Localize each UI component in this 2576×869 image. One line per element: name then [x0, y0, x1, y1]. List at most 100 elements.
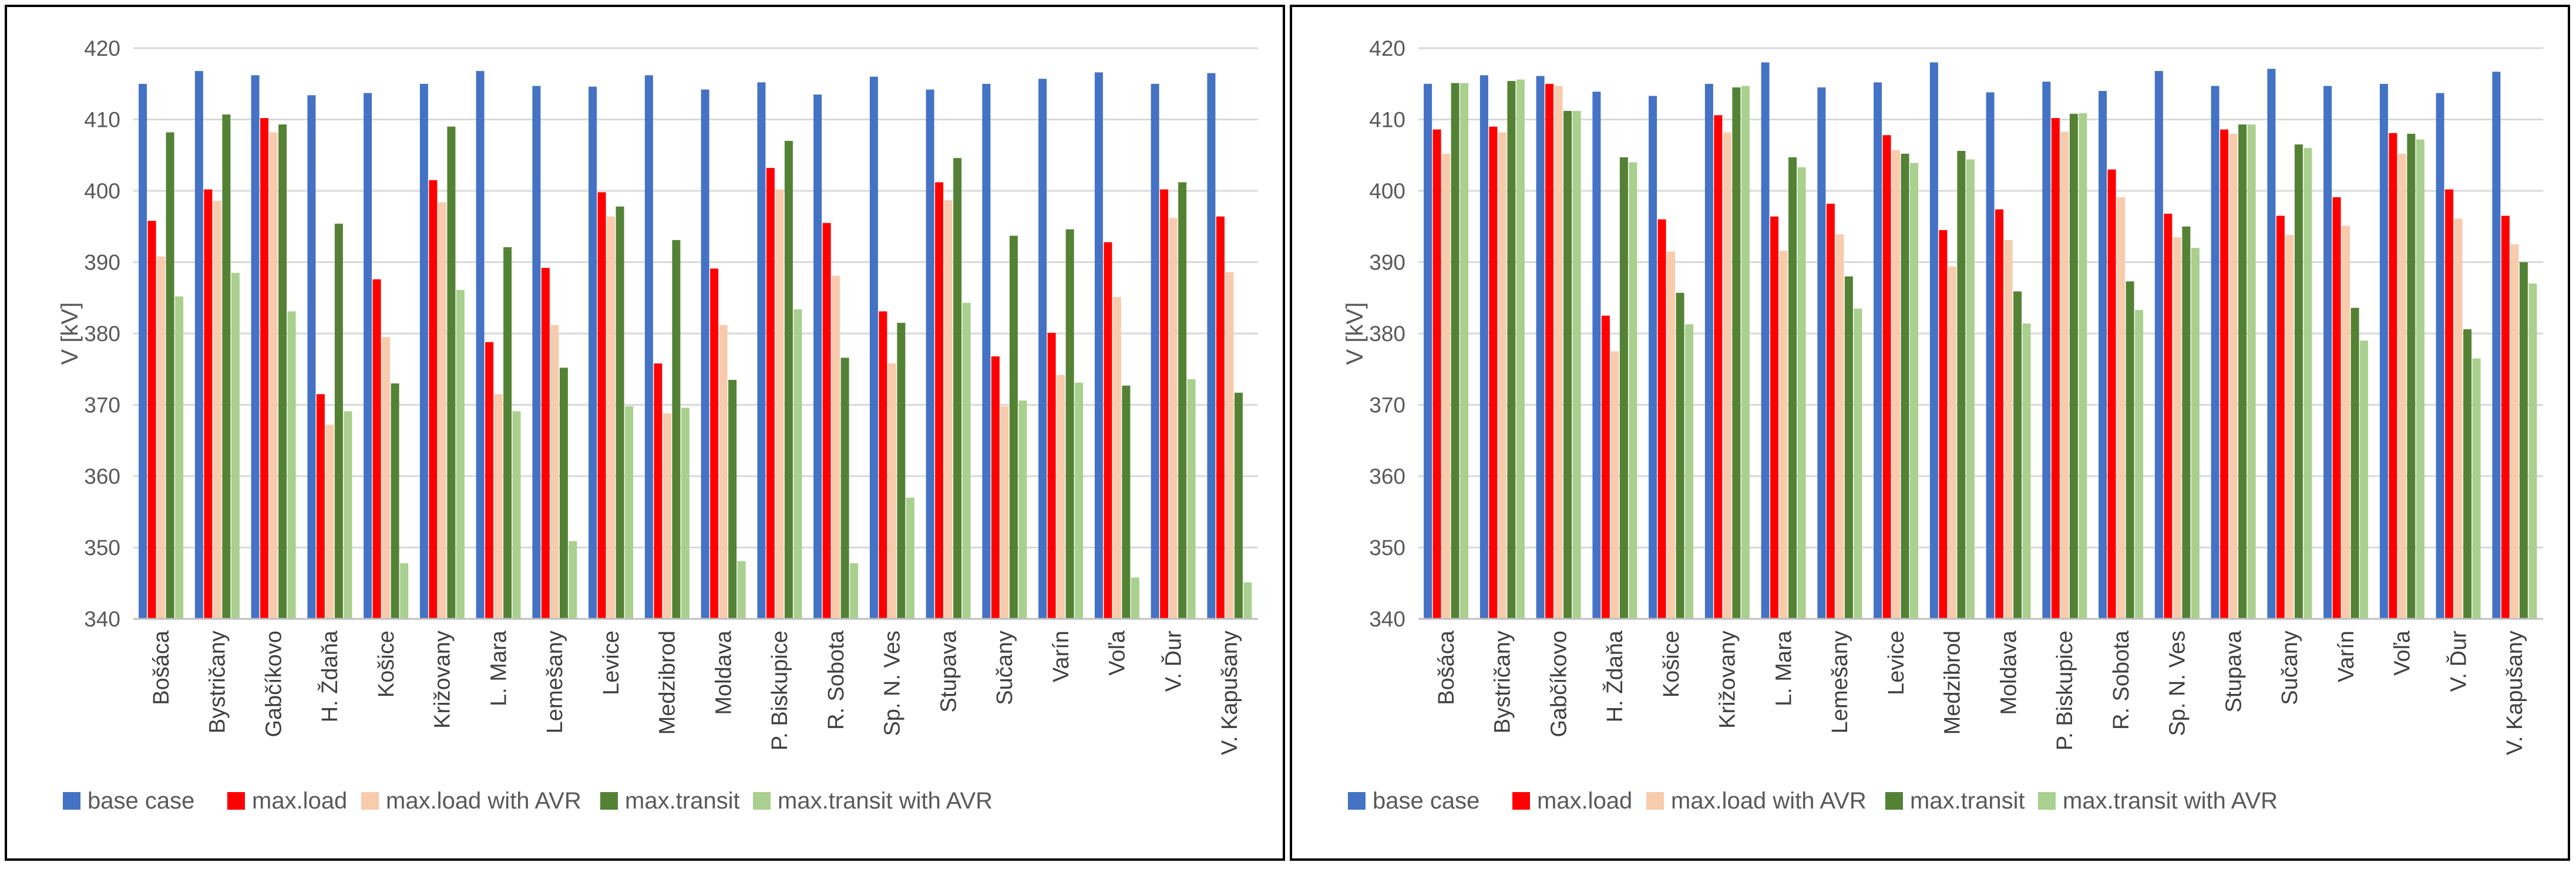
y-tick-label: 410: [84, 108, 120, 132]
bar: [793, 309, 802, 619]
bar: [1460, 83, 1469, 619]
bar: [822, 223, 831, 619]
bar: [429, 180, 438, 619]
bar: [1844, 276, 1853, 619]
bar: [1986, 92, 1995, 619]
x-category-label: Medzibrod: [655, 631, 680, 735]
bar: [1000, 406, 1009, 619]
bar: [1207, 73, 1216, 619]
bar: [494, 394, 503, 619]
bar: [879, 311, 887, 619]
y-tick-label: 420: [84, 36, 120, 60]
legend-item: base case: [1348, 788, 1479, 814]
x-category-label: L. Mara: [1771, 630, 1796, 706]
legend-swatch: [63, 792, 80, 810]
legend-label: max.load with AVR: [386, 788, 581, 814]
bar: [719, 325, 728, 619]
legend-item: base case: [63, 788, 194, 814]
bar: [1489, 126, 1498, 619]
x-category-label: Bošáca: [149, 630, 174, 705]
bar: [2445, 189, 2454, 619]
x-category-label: Gabčíkovo: [1546, 631, 1571, 737]
legend-swatch: [600, 792, 618, 810]
bar: [944, 200, 953, 619]
x-category-label: V. Ďur: [2446, 631, 2471, 692]
bar: [147, 221, 156, 619]
y-tick-label: 390: [84, 251, 120, 275]
bar: [1788, 157, 1797, 619]
legend-label: max.transit: [1910, 788, 2025, 814]
legend-swatch: [1646, 792, 1664, 810]
bar: [2069, 113, 2078, 619]
bar: [2051, 118, 2060, 619]
bar: [222, 114, 231, 619]
left-chart-panel: 340 350 360 370 380 390 400 410 420 V [kV] Bošáca B…: [5, 5, 1285, 861]
bar: [2360, 341, 2369, 619]
left-chart: 340 350 360 370 380 390 400 410 420 V [kV] Bošáca B…: [57, 36, 1258, 814]
bar: [2454, 218, 2463, 619]
legend-swatch: [361, 792, 379, 810]
bar: [532, 86, 541, 619]
bar: [2220, 129, 2229, 619]
bar: [1874, 82, 1882, 619]
bar: [672, 240, 681, 619]
bar: [503, 247, 512, 619]
bar: [2436, 93, 2444, 619]
x-category-label: Stupava: [936, 630, 961, 712]
x-category-label: Levice: [599, 631, 624, 695]
bar: [2247, 124, 2256, 619]
bar: [953, 158, 962, 619]
bar: [1479, 75, 1488, 619]
bar: [2135, 309, 2144, 619]
bar: [1243, 582, 1252, 619]
bar: [1104, 242, 1112, 619]
bar: [1723, 132, 1731, 619]
bar: [1151, 83, 1159, 619]
bar: [400, 563, 409, 619]
bar: [597, 192, 606, 619]
bar: [2099, 90, 2107, 619]
bar: [757, 82, 766, 619]
bar: [710, 268, 719, 619]
bar: [1939, 230, 1948, 619]
bar: [569, 541, 577, 619]
bar: [701, 89, 709, 619]
bar: [1131, 577, 1139, 619]
x-category-label: Moldava: [711, 630, 736, 715]
bar: [550, 325, 559, 619]
bar: [588, 86, 597, 619]
bar: [2173, 237, 2181, 619]
bar: [1592, 92, 1601, 619]
bar: [1234, 392, 1243, 619]
bar: [1094, 72, 1103, 619]
bar: [1601, 315, 1610, 619]
bar: [2294, 144, 2303, 619]
bar: [1901, 153, 1909, 619]
legend-label: max.transit with AVR: [2063, 788, 2278, 814]
bar: [2323, 86, 2332, 619]
bar: [1047, 332, 1056, 619]
bar: [1442, 153, 1451, 619]
bar: [1498, 132, 1506, 619]
bar: [1432, 129, 1441, 619]
bar: [166, 132, 174, 619]
bar: [204, 189, 213, 619]
bar: [1065, 229, 1074, 619]
bar: [1835, 234, 1844, 619]
legend-label: max.transit: [625, 788, 740, 814]
bar: [372, 279, 381, 619]
bar: [2191, 248, 2200, 619]
x-category-label: Sučany: [993, 631, 1017, 705]
bar: [1572, 110, 1581, 619]
bar: [1169, 218, 1178, 619]
bar: [1516, 79, 1525, 619]
bar: [1619, 157, 1628, 619]
y-tick-label: 370: [1369, 393, 1405, 417]
bar: [616, 206, 624, 619]
bar: [1187, 379, 1196, 619]
bar: [1714, 115, 1723, 619]
bar: [625, 406, 634, 619]
bar: [1966, 159, 1975, 619]
legend-item: max.load: [1512, 788, 1632, 814]
x-category-label: R. Sobota: [2109, 630, 2134, 730]
